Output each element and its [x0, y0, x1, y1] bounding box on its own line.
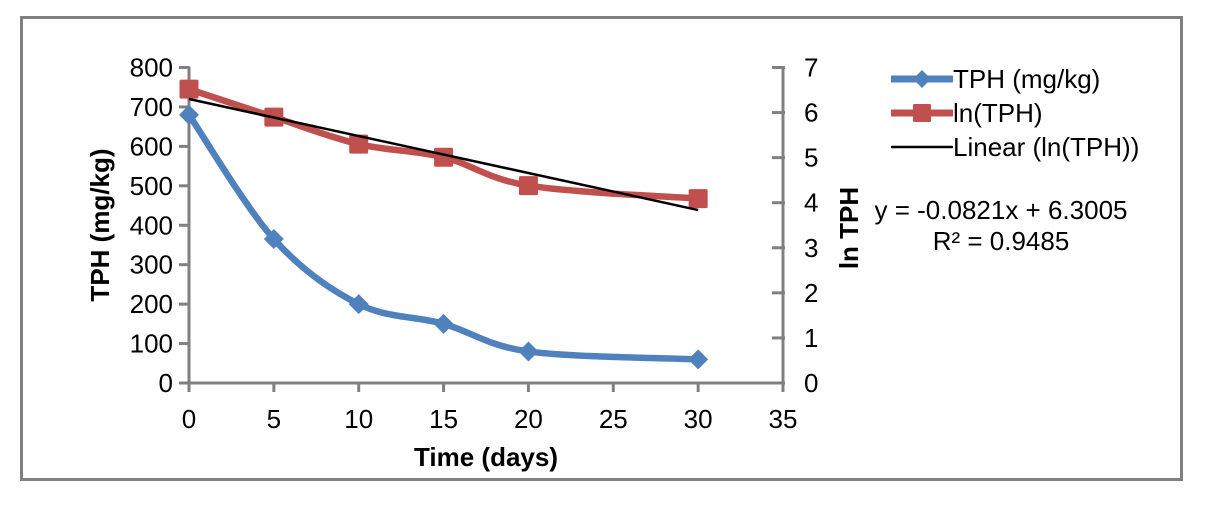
right-axis-tick-label: 3: [804, 233, 818, 263]
x-axis-tick-label: 10: [344, 404, 373, 434]
series-marker-1: [518, 176, 538, 196]
left-axis-tick-label: 400: [130, 210, 173, 240]
series-marker-0: [263, 229, 284, 250]
right-axis-tick-label: 2: [804, 278, 818, 308]
trendline-equation-annotation: y = -0.0821x + 6.3005 R² = 0.9485: [855, 195, 1147, 257]
legend-item-linear: Linear (ln(TPH)): [890, 130, 1140, 164]
right-axis-tick-label: 6: [804, 98, 818, 128]
legend-swatch-lntph-square-icon: [888, 101, 956, 125]
left-axis-tick-label: 200: [130, 289, 173, 319]
series-marker-0: [179, 104, 199, 125]
right-axis-tick-label: 4: [804, 188, 818, 218]
legend-label-linear: Linear (ln(TPH)): [953, 132, 1140, 162]
series-marker-0: [688, 349, 709, 370]
series-line-0: [185, 111, 702, 363]
series-marker-1: [349, 134, 369, 154]
legend-item-lntph: ln(TPH): [888, 96, 1139, 130]
series-marker-0: [348, 294, 369, 315]
x-axis-tick-label: 15: [429, 404, 458, 434]
legend: TPH (mg/kg) ln(TPH) Linear (ln(TPH)): [888, 62, 1140, 164]
right-axis-tick-label: 7: [804, 53, 818, 83]
left-axis-tick-label: 100: [130, 329, 173, 359]
series-marker-1: [179, 79, 199, 99]
left-axis-tick-label: 500: [130, 171, 173, 201]
series-marker-1: [688, 189, 708, 209]
left-axis-tick-label: 700: [130, 92, 173, 122]
series-line-1: [185, 85, 702, 202]
x-axis-tick-label: 20: [514, 404, 543, 434]
left-axis-title: TPH (mg/kg): [85, 148, 115, 302]
series-marker-0: [518, 341, 539, 362]
x-axis-tick-label: 0: [182, 404, 196, 434]
legend-swatch-tph-diamond-icon: [888, 67, 956, 91]
x-axis-tick-label: 35: [769, 404, 798, 434]
chart-frame-border: [20, 16, 1183, 481]
left-axis-tick-label: 0: [159, 368, 173, 398]
right-axis-tick-label: 0: [804, 368, 818, 398]
series-marker-0: [433, 313, 454, 334]
trendline: [188, 97, 699, 212]
r-squared-line: R² = 0.9485: [932, 226, 1070, 256]
legend-label-tph: TPH (mg/kg): [953, 64, 1101, 94]
legend-swatch-trendline-icon: [890, 135, 954, 159]
x-axis-tick-label: 30: [684, 404, 713, 434]
left-axis-tick-label: 800: [130, 53, 173, 83]
x-axis-title: Time (days): [413, 442, 558, 472]
right-axis-tick-label: 5: [804, 143, 818, 173]
legend-item-tph: TPH (mg/kg): [888, 62, 1139, 96]
legend-label-lntph: ln(TPH): [953, 98, 1043, 128]
equation-line: y = -0.0821x + 6.3005: [874, 195, 1128, 225]
left-axis-tick-label: 300: [130, 250, 173, 280]
x-axis-tick-label: 25: [599, 404, 628, 434]
left-axis-tick-label: 600: [130, 131, 173, 161]
right-axis-tick-label: 1: [804, 323, 818, 353]
x-axis-tick-label: 5: [267, 404, 281, 434]
